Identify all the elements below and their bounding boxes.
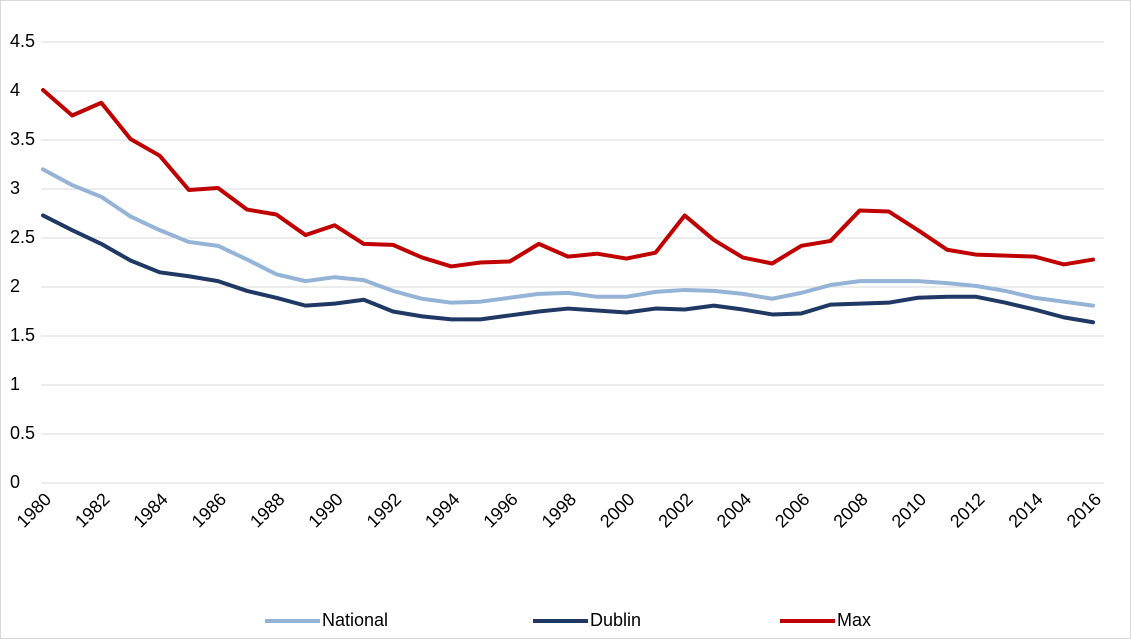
y-tick-label: 1.5 xyxy=(10,325,35,345)
legend-label: Dublin xyxy=(590,610,641,630)
y-tick-label: 1 xyxy=(10,374,20,394)
y-tick-label: 2 xyxy=(10,276,20,296)
y-tick-label: 2.5 xyxy=(10,227,35,247)
y-tick-label: 4.5 xyxy=(10,31,35,51)
series-line xyxy=(41,213,1095,325)
y-tick-label: 0 xyxy=(10,472,20,492)
series-line xyxy=(41,167,1095,308)
y-tick-label: 4 xyxy=(10,80,20,100)
y-tick-label: 3 xyxy=(10,178,20,198)
series-line xyxy=(41,88,1095,269)
y-tick-label: 0.5 xyxy=(10,423,35,443)
legend-label: Max xyxy=(837,610,871,630)
legend-label: National xyxy=(322,610,388,630)
y-tick-label: 3.5 xyxy=(10,129,35,149)
